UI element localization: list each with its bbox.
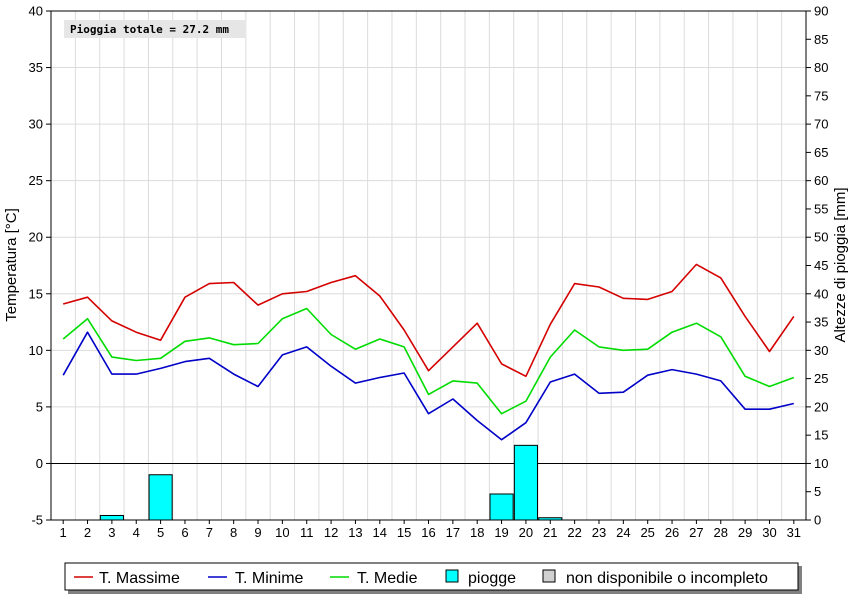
x-tick-label: 5 bbox=[157, 525, 164, 540]
left-tick-label: 40 bbox=[29, 4, 43, 19]
left-tick-label: 0 bbox=[36, 456, 43, 471]
right-tick-label: 80 bbox=[814, 60, 828, 75]
x-tick-label: 9 bbox=[254, 525, 261, 540]
right-tick-label: 85 bbox=[814, 32, 828, 47]
x-tick-label: 3 bbox=[108, 525, 115, 540]
x-tick-label: 15 bbox=[397, 525, 411, 540]
x-tick-label: 13 bbox=[348, 525, 362, 540]
rain-bar-day-5 bbox=[148, 474, 173, 521]
rain-bar-day-3 bbox=[99, 514, 124, 521]
x-tick-label: 30 bbox=[762, 525, 776, 540]
right-tick-label: 65 bbox=[814, 145, 828, 160]
x-tick-label: 25 bbox=[640, 525, 654, 540]
right-tick-label: 90 bbox=[814, 4, 828, 19]
left-tick-label: 10 bbox=[29, 343, 43, 358]
x-tick-label: 28 bbox=[714, 525, 728, 540]
x-tick-label: 11 bbox=[300, 525, 314, 540]
x-tick-label: 14 bbox=[373, 525, 387, 540]
x-tick-label: 29 bbox=[738, 525, 752, 540]
x-tick-label: 22 bbox=[567, 525, 581, 540]
x-tick-label: 2 bbox=[84, 525, 91, 540]
series-line-1 bbox=[62, 331, 794, 441]
legend-box bbox=[64, 562, 799, 591]
series-line-2 bbox=[62, 307, 795, 415]
y-axis-label-right: Altezze di pioggia [mm] bbox=[832, 187, 849, 342]
x-tick-label: 31 bbox=[787, 525, 801, 540]
right-tick-label: 70 bbox=[814, 117, 828, 132]
left-axis-ticks: -5 0 5 10 15 20 25 30 35 40 bbox=[29, 4, 51, 528]
rain-bar-day-20 bbox=[513, 444, 538, 521]
x-tick-label: 7 bbox=[206, 525, 213, 540]
legend-label-mean: T. Medie bbox=[357, 570, 418, 587]
x-tick-label: 21 bbox=[543, 525, 557, 540]
left-tick-label: 15 bbox=[29, 286, 43, 301]
right-tick-label: 20 bbox=[814, 399, 828, 414]
x-tick-label: 6 bbox=[181, 525, 188, 540]
rain-total-annotation: Pioggia totale = 27.2 mm bbox=[64, 20, 245, 38]
x-tick-label: 4 bbox=[133, 525, 140, 540]
y-axis-label-left: Temperatura [°C] bbox=[3, 208, 20, 322]
right-tick-label: 40 bbox=[814, 286, 828, 301]
right-tick-label: 35 bbox=[814, 315, 828, 330]
series-line-0 bbox=[62, 263, 795, 378]
x-tick-label: 27 bbox=[689, 525, 703, 540]
right-tick-label: 30 bbox=[814, 343, 828, 358]
x-tick-label: 16 bbox=[421, 525, 435, 540]
x-axis-ticks: 1 2 3 4 5 6 7 8 9 10 11 12 13 14 15 16 17 18 19 20 21 22 23 24 2… bbox=[60, 520, 801, 540]
legend-swatch-rain bbox=[445, 569, 459, 583]
plot-frame bbox=[50, 10, 807, 521]
grid bbox=[51, 11, 806, 520]
x-tick-label: 1 bbox=[60, 525, 67, 540]
right-tick-label: 45 bbox=[814, 258, 828, 273]
x-tick-label: 24 bbox=[616, 525, 630, 540]
right-axis-ticks: 0 5 10 15 20 25 30 35 40 45 50 55 60 65 70 75 80 85 90 bbox=[806, 4, 828, 528]
right-tick-label: 60 bbox=[814, 173, 828, 188]
legend-label-rain: piogge bbox=[468, 570, 516, 587]
left-tick-label: 5 bbox=[36, 399, 43, 414]
left-tick-label: 35 bbox=[29, 60, 43, 75]
rain-total-text: Pioggia totale = 27.2 mm bbox=[70, 23, 229, 36]
legend-label-min: T. Minime bbox=[235, 570, 304, 587]
x-tick-label: 8 bbox=[230, 525, 237, 540]
right-tick-label: 50 bbox=[814, 230, 828, 245]
left-tick-label: 25 bbox=[29, 173, 43, 188]
right-tick-label: 5 bbox=[814, 484, 821, 499]
x-tick-label: 17 bbox=[446, 525, 460, 540]
rain-bar-day-19 bbox=[489, 493, 514, 521]
x-tick-label: 19 bbox=[494, 525, 508, 540]
right-tick-label: 25 bbox=[814, 371, 828, 386]
right-tick-label: 15 bbox=[814, 428, 828, 443]
right-tick-label: 75 bbox=[814, 88, 828, 103]
x-tick-label: 12 bbox=[324, 525, 338, 540]
legend-label-max: T. Massime bbox=[99, 570, 180, 587]
rain-bars bbox=[99, 444, 563, 521]
x-tick-label: 18 bbox=[470, 525, 484, 540]
x-tick-label: 20 bbox=[519, 525, 533, 540]
x-tick-label: 23 bbox=[592, 525, 606, 540]
right-tick-label: 10 bbox=[814, 456, 828, 471]
left-tick-label: 20 bbox=[29, 230, 43, 245]
legend-label-unavailable: non disponibile o incompleto bbox=[566, 570, 768, 587]
right-tick-label: 55 bbox=[814, 201, 828, 216]
left-tick-label: -5 bbox=[31, 513, 43, 528]
series-lines bbox=[62, 263, 795, 441]
x-tick-label: 26 bbox=[665, 525, 679, 540]
right-tick-label: 0 bbox=[814, 513, 821, 528]
legend-swatch-unavailable bbox=[542, 569, 556, 583]
legend: T. Massime T. Minime T. Medie piogge non… bbox=[64, 562, 802, 594]
x-tick-label: 10 bbox=[275, 525, 289, 540]
rain-total-box bbox=[64, 20, 245, 38]
left-tick-label: 30 bbox=[29, 117, 43, 132]
